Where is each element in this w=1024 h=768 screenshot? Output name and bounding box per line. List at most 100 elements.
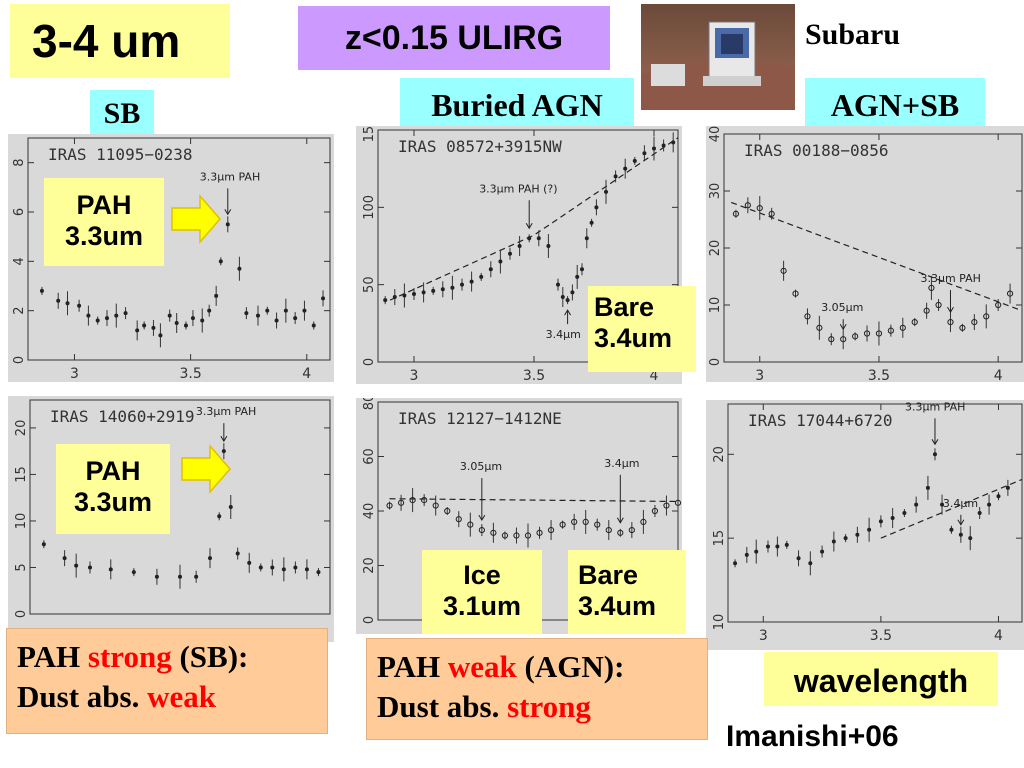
data-point [674, 499, 682, 506]
data-point [808, 561, 813, 566]
data-point [820, 549, 825, 554]
continuum-line [880, 478, 1023, 539]
data-point [863, 330, 871, 337]
annotation-label: 3.4μm [943, 497, 978, 510]
data-point [183, 323, 188, 328]
annotation-arrow [957, 519, 965, 526]
y-tick-label: 20 [708, 240, 723, 257]
data-point [178, 574, 182, 579]
data-point [928, 284, 935, 291]
annotation-arrow [947, 306, 954, 314]
data-point [570, 290, 575, 295]
data-point [831, 539, 836, 544]
data-point [383, 298, 388, 303]
data-point [265, 308, 270, 313]
data-point [565, 298, 570, 303]
spectrum-title: IRAS 00188−0856 [744, 141, 889, 160]
data-point [584, 236, 589, 241]
x-tick-label: 3.5 [179, 366, 201, 382]
data-point [971, 319, 978, 326]
data-point [200, 318, 205, 323]
summary-agn: PAH weak (AGN): Dust abs. strong [366, 638, 708, 740]
column-header-agn-sb: AGN+SB [805, 78, 985, 126]
data-point [167, 313, 172, 318]
slide-title: 3-4 um [10, 4, 230, 78]
data-point [39, 288, 44, 293]
data-point [228, 505, 233, 509]
data-point [431, 288, 436, 293]
y-tick-label: 0 [362, 616, 377, 624]
data-point [733, 561, 738, 566]
data-point [247, 560, 252, 565]
data-point [218, 259, 223, 264]
data-point [604, 189, 608, 194]
y-tick-label: 8 [12, 159, 27, 167]
data-point [225, 222, 230, 227]
data-point [524, 532, 532, 539]
plot-frame [377, 129, 679, 363]
data-point [661, 143, 666, 148]
data-point [546, 244, 551, 248]
data-point [768, 210, 775, 217]
data-point [283, 308, 288, 313]
data-point [527, 236, 532, 241]
data-point [41, 542, 46, 547]
data-point [959, 324, 966, 331]
data-point [131, 570, 136, 575]
data-point [214, 293, 219, 298]
annotation-arrow [616, 517, 624, 524]
data-point [62, 556, 67, 561]
data-point [843, 536, 848, 541]
annotation-label: 3.3μm PAH (?) [479, 182, 557, 195]
continuum-line [389, 498, 679, 503]
data-point [95, 318, 100, 323]
callout-pah-bottom: PAH 3.3um [56, 444, 170, 534]
y-tick-label: 20 [712, 446, 727, 463]
data-point [765, 544, 770, 549]
data-point [890, 516, 895, 521]
data-point [235, 551, 240, 556]
plot-frame [727, 403, 1023, 623]
annotation-arrow [478, 514, 486, 522]
data-point [74, 563, 79, 568]
annotation-label: 3.3μm PAH [200, 170, 260, 183]
data-point [409, 497, 416, 504]
data-point [792, 290, 799, 297]
data-point [397, 499, 405, 506]
data-point [174, 321, 179, 325]
plot-frame [27, 137, 331, 361]
data-point [925, 485, 930, 490]
data-point [642, 151, 647, 156]
data-point [582, 518, 589, 526]
y-tick-label: 150 [362, 126, 377, 142]
data-point [207, 308, 212, 313]
data-point [594, 521, 601, 528]
data-point [816, 324, 823, 331]
data-point [949, 527, 954, 532]
annotation-label: 3.3μm PAH [196, 405, 256, 418]
data-point [386, 502, 393, 509]
annotation-label: 3.4μm [546, 328, 581, 341]
yellow-arrow-icon [181, 444, 231, 494]
data-point [490, 529, 497, 536]
plot-frame [29, 399, 331, 615]
data-point [855, 532, 860, 537]
data-point [640, 518, 647, 526]
data-point [293, 316, 298, 321]
data-point [623, 166, 628, 171]
data-point [316, 570, 321, 575]
column-header-buried-agn: Buried AGN [400, 78, 634, 126]
y-tick-label: 0 [12, 356, 27, 364]
data-point [432, 502, 439, 509]
annotation-label: 3.05μm [460, 460, 502, 473]
x-tick-label: 4 [650, 368, 659, 384]
y-tick-label: 2 [12, 307, 27, 315]
data-point [840, 336, 847, 343]
y-tick-label: 60 [362, 448, 377, 465]
callout-bare-top: Bare 3.4um [588, 286, 696, 372]
annotation-label: 3.3μm PAH [905, 400, 965, 413]
data-point [460, 282, 464, 287]
x-tick-label: 3 [755, 368, 764, 382]
data-point [151, 325, 156, 330]
data-point [983, 313, 990, 320]
